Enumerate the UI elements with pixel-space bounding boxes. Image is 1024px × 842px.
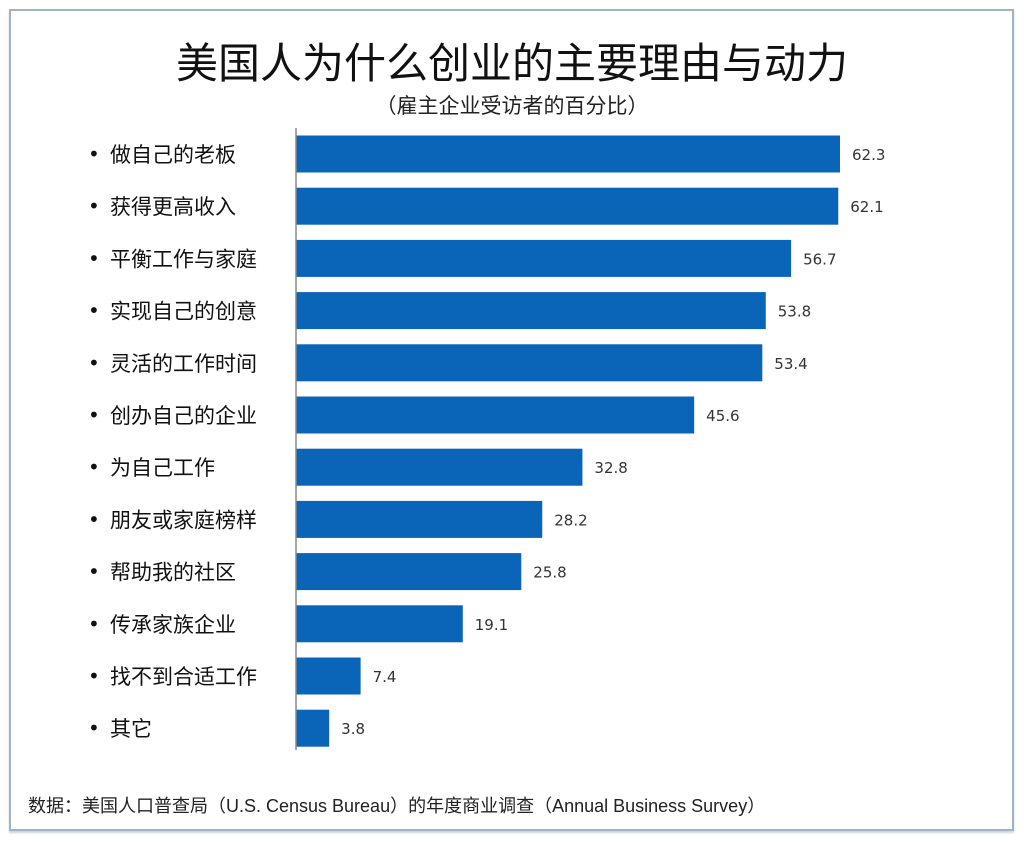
value-label: 32.8 <box>594 459 627 477</box>
category-bullet: • <box>88 299 100 323</box>
value-label: 56.7 <box>803 250 836 268</box>
category-label: 传承家族企业 <box>110 613 236 637</box>
category-bullet: • <box>88 507 100 531</box>
bar <box>296 500 543 538</box>
value-label: 3.8 <box>341 720 365 738</box>
category-label: 做自己的老板 <box>110 143 236 167</box>
bar <box>296 135 840 173</box>
category-label: 创办自己的企业 <box>110 404 257 428</box>
category-bullet: • <box>88 351 100 375</box>
bar <box>296 605 463 643</box>
bar <box>296 239 792 277</box>
category-label: 实现自己的创意 <box>110 300 257 324</box>
value-label: 19.1 <box>475 616 508 634</box>
bar <box>296 187 839 225</box>
bar <box>296 396 695 434</box>
value-label: 53.8 <box>778 303 811 321</box>
bar <box>296 657 361 695</box>
bar <box>296 344 763 382</box>
category-bullet: • <box>88 664 100 688</box>
category-bullet: • <box>88 142 100 166</box>
category-bullet: • <box>88 716 100 740</box>
bar <box>296 292 766 330</box>
value-label: 62.1 <box>850 198 883 216</box>
value-label: 53.4 <box>774 355 807 373</box>
chart-frame <box>9 9 1014 831</box>
chart-source: 数据：美国人口普查局（U.S. Census Bureau）的年度商业调查（An… <box>28 796 766 816</box>
category-bullet: • <box>88 194 100 218</box>
category-label: 帮助我的社区 <box>110 561 236 585</box>
category-label: 为自己工作 <box>110 456 215 480</box>
category-bullet: • <box>88 455 100 479</box>
category-bullet: • <box>88 246 100 270</box>
category-label: 灵活的工作时间 <box>110 352 257 376</box>
category-label: 其它 <box>110 717 152 741</box>
category-label: 平衡工作与家庭 <box>110 247 257 271</box>
value-label: 45.6 <box>706 407 739 425</box>
chart-subtitle: （雇主企业受访者的百分比） <box>375 94 649 118</box>
bar <box>296 553 522 591</box>
category-label: 获得更高收入 <box>110 195 236 219</box>
bar <box>296 448 583 486</box>
chart-title: 美国人为什么创业的主要理由与动力 <box>175 39 848 88</box>
value-label: 62.3 <box>852 146 885 164</box>
category-bullet: • <box>88 560 100 584</box>
category-label: 找不到合适工作 <box>110 665 257 689</box>
value-label: 25.8 <box>533 564 566 582</box>
value-label: 7.4 <box>373 668 397 686</box>
category-label: 朋友或家庭榜样 <box>110 508 257 532</box>
category-bullet: • <box>88 612 100 636</box>
bar <box>296 709 330 747</box>
value-label: 28.2 <box>554 511 587 529</box>
category-bullet: • <box>88 403 100 427</box>
